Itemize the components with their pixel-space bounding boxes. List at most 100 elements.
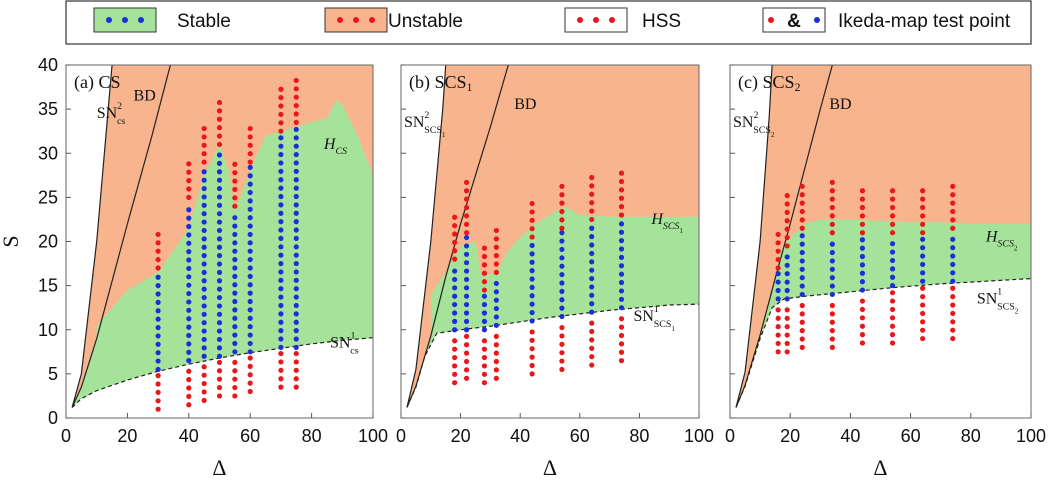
test-point [589,234,595,240]
test-point [247,142,253,148]
test-point [481,245,488,251]
test-point [559,341,565,347]
test-point [186,385,192,391]
test-point [481,318,488,324]
test-point [775,287,781,294]
test-point [293,244,299,250]
test-point [247,256,253,263]
test-point [493,297,499,303]
test-point [859,230,866,236]
test-point [493,236,499,242]
test-point [232,307,238,313]
test-point [155,283,161,289]
test-point [155,381,161,387]
test-point [920,253,926,259]
test-point [859,270,866,276]
test-point [920,261,926,268]
test-point [618,263,625,269]
test-point [452,256,458,262]
test-point [452,268,458,274]
legend-box [65,0,1032,45]
test-point [155,389,161,396]
test-point [463,179,470,185]
test-point [463,350,470,356]
test-point [559,255,565,261]
test-point [529,346,535,352]
test-point [293,336,299,342]
test-point [201,372,207,378]
curve-label: HSCS1 [650,211,683,235]
test-point [247,290,253,296]
test-point [232,170,238,176]
test-point [589,284,595,290]
test-point [216,194,223,200]
test-point [859,245,866,251]
test-point [201,177,207,183]
test-point [829,311,835,317]
test-point [481,270,488,276]
test-point [278,376,284,382]
test-point [293,77,299,84]
test-point [155,341,161,347]
test-point [155,398,161,404]
test-point [216,294,223,301]
test-point [859,287,866,293]
test-point [775,265,781,271]
test-point [155,350,161,356]
test-point [216,286,223,292]
test-point [293,94,299,100]
test-point [452,318,458,324]
test-point [201,151,207,157]
test-point [589,242,595,248]
test-point [201,194,207,200]
test-point [559,358,565,364]
test-point [247,298,253,305]
test-point [493,253,499,259]
test-point [589,362,595,368]
test-point [216,227,223,234]
test-point [481,346,488,352]
test-point [784,279,790,285]
test-point [889,290,896,296]
x-tick-label: 20 [117,426,137,446]
test-point [950,327,956,333]
test-point [278,336,284,342]
test-point [920,327,926,333]
test-point [293,286,299,292]
test-point [186,186,192,192]
test-point [201,227,207,234]
test-point [201,125,207,132]
test-point [247,134,253,140]
test-point [859,279,866,285]
test-point [775,240,781,246]
test-point [589,259,595,265]
test-point [247,248,253,254]
test-point [589,320,595,326]
test-point [889,266,896,272]
test-point [278,177,284,183]
test-point [493,305,499,312]
test-point [278,294,284,300]
test-point [247,215,253,221]
test-point [529,309,535,316]
test-point [618,316,625,322]
test-column [463,179,470,381]
test-point [293,302,299,309]
plot-area [71,65,373,412]
test-point [589,216,595,223]
test-point [293,119,299,125]
test-point [293,151,299,158]
test-point [463,230,470,236]
test-point [216,236,223,242]
test-point [247,282,253,288]
test-point [463,213,470,219]
panel-label: (c) SCS2 [738,72,801,94]
test-point [201,389,207,395]
test-point [859,253,866,260]
test-point [293,328,299,334]
test-point [216,211,223,217]
test-point [247,189,253,196]
x-tick-label: 20 [780,426,800,446]
test-point [293,227,299,233]
test-point [201,253,207,259]
